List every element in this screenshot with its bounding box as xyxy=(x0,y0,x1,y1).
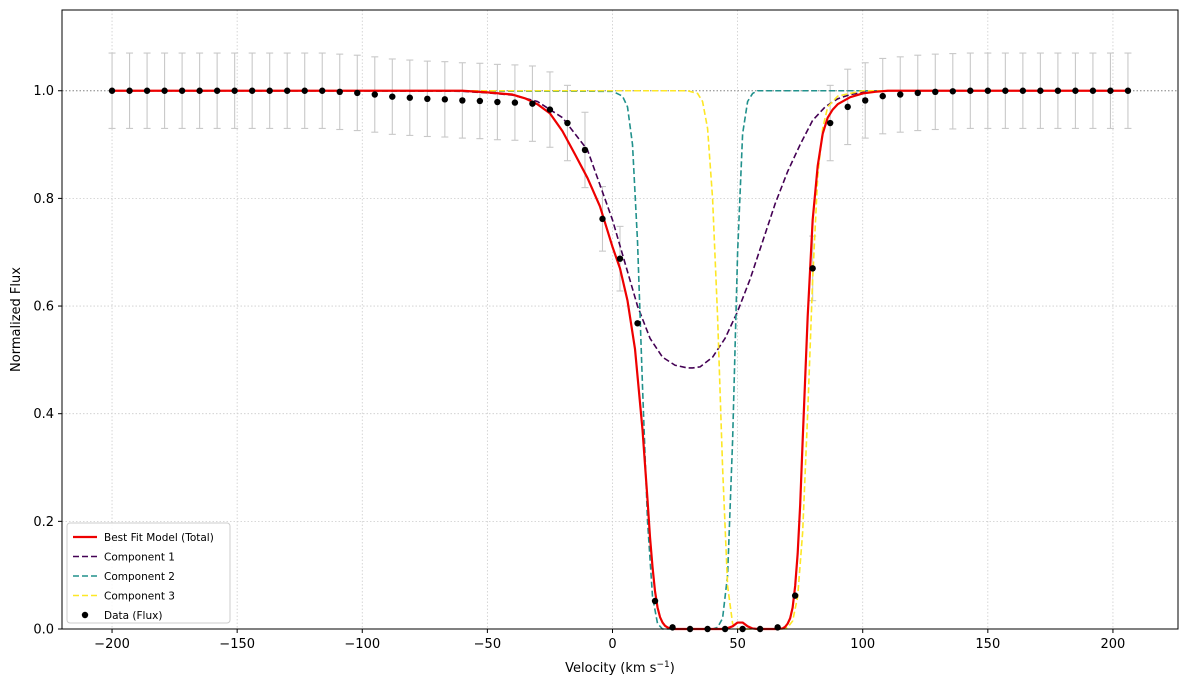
data-point xyxy=(529,100,536,107)
legend-marker xyxy=(81,611,89,619)
data-point xyxy=(634,320,641,327)
data-point xyxy=(984,87,992,94)
x-tick-label: 50 xyxy=(729,637,746,652)
legend-entry-best-fit: Best Fit Model (Total) xyxy=(73,532,214,544)
data-point xyxy=(1037,87,1044,94)
legend-label: Data (Flux) xyxy=(104,610,162,622)
data-point xyxy=(511,99,519,106)
data-point xyxy=(301,87,308,94)
component-1-line xyxy=(112,89,1128,369)
data-point xyxy=(844,103,851,111)
legend-entry-component-1: Component 1 xyxy=(73,552,175,564)
data-point xyxy=(459,97,466,104)
data-point xyxy=(826,119,834,127)
component-3-line xyxy=(112,89,1128,630)
data-point xyxy=(354,89,361,97)
y-tick-label: 0.2 xyxy=(33,515,54,530)
plot-frame xyxy=(61,9,1179,630)
data-point xyxy=(108,87,116,94)
legend-label: Best Fit Model (Total) xyxy=(104,532,214,544)
data-point xyxy=(914,89,921,97)
data-point xyxy=(1002,87,1009,94)
best-fit-line xyxy=(112,89,1128,631)
data-point xyxy=(669,624,676,631)
x-tick-label: −50 xyxy=(474,637,501,652)
x-axis-ticks: −200 −150 −100 −50 0 50 100 150 200 xyxy=(94,629,1125,652)
data-point xyxy=(476,97,484,105)
data-point xyxy=(651,597,659,605)
x-tick-label: 150 xyxy=(975,637,1000,652)
y-axis-ticks: 0.0 0.2 0.4 0.6 0.8 1.0 xyxy=(33,84,62,638)
legend-label: Component 3 xyxy=(104,591,175,603)
legend-label: Component 2 xyxy=(104,571,175,583)
y-tick-label: 0.8 xyxy=(33,192,54,207)
x-tick-label: 0 xyxy=(608,637,616,652)
data-point xyxy=(126,87,133,94)
data-point xyxy=(371,91,378,98)
x-tick-label: −200 xyxy=(94,637,130,652)
data-point xyxy=(1107,87,1114,94)
y-tick-label: 0.4 xyxy=(33,407,54,422)
y-tick-label: 1.0 xyxy=(33,84,54,99)
data-point xyxy=(319,87,326,94)
y-tick-label: 0.0 xyxy=(33,623,54,638)
data-point xyxy=(581,146,589,154)
legend-entry-component-2: Component 2 xyxy=(73,571,175,583)
x-tick-label: 200 xyxy=(1101,637,1126,652)
data-point xyxy=(406,94,414,101)
data-point xyxy=(1054,87,1062,94)
x-tick-label: −150 xyxy=(219,637,255,652)
data-point xyxy=(178,87,186,94)
data-point xyxy=(546,106,554,113)
data-point xyxy=(599,215,606,223)
data-point xyxy=(248,87,256,94)
data-point xyxy=(196,87,203,94)
data-point xyxy=(161,87,168,94)
data-point xyxy=(862,97,869,104)
data-point xyxy=(809,265,816,272)
data-point xyxy=(284,87,291,94)
data-point xyxy=(143,87,151,94)
legend-label: Component 1 xyxy=(104,552,175,564)
data-point xyxy=(231,87,238,94)
data-point xyxy=(791,592,799,599)
data-point xyxy=(897,91,904,98)
data-point xyxy=(879,92,886,100)
data-point xyxy=(1019,87,1027,94)
data-point xyxy=(967,87,974,94)
data-point xyxy=(1124,87,1132,94)
legend-entry-component-3: Component 3 xyxy=(73,591,175,603)
model-lines xyxy=(112,89,1128,631)
data-point xyxy=(424,95,431,103)
data-point xyxy=(616,255,624,262)
data-point xyxy=(213,87,221,94)
data-points xyxy=(108,87,1132,633)
x-axis-label: Velocity (km s−1) xyxy=(565,660,675,676)
data-point xyxy=(336,88,343,96)
y-axis-label: Normalized Flux xyxy=(9,267,24,372)
data-point xyxy=(266,87,273,94)
data-point xyxy=(564,119,571,127)
data-point xyxy=(774,624,781,631)
data-point xyxy=(1089,87,1097,94)
x-tick-label: 100 xyxy=(850,637,875,652)
x-tick-label: −100 xyxy=(344,637,380,652)
data-point xyxy=(949,88,956,95)
legend-box xyxy=(66,522,231,624)
data-point xyxy=(932,88,939,96)
data-point xyxy=(389,93,396,100)
data-point xyxy=(1072,87,1079,94)
data-point xyxy=(494,98,501,106)
legend: Best Fit Model (Total) Component 1 Compone… xyxy=(66,522,231,624)
component-2-line xyxy=(112,89,1128,630)
legend-entry-data: Data (Flux) xyxy=(81,610,162,622)
data-point xyxy=(441,96,449,103)
y-tick-label: 0.6 xyxy=(33,300,54,315)
